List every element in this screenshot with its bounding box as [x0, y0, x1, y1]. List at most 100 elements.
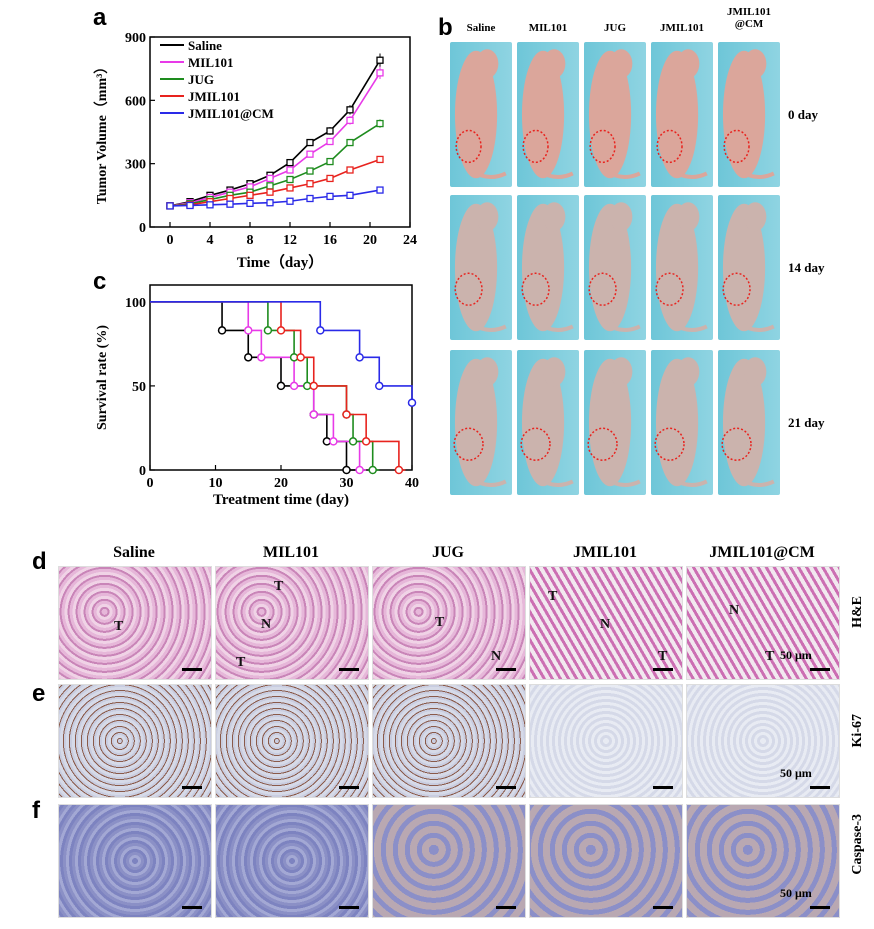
data-point	[306, 150, 314, 158]
data-point	[376, 69, 384, 77]
mouse-photo	[450, 350, 512, 495]
data-point	[376, 155, 384, 164]
scale-bar	[339, 786, 359, 789]
data-point	[286, 197, 294, 205]
data-point	[246, 199, 254, 208]
mouse-body-drawing	[454, 49, 507, 179]
histology-image	[215, 684, 369, 798]
x-tick-label: 24	[403, 233, 417, 248]
scale-bar	[496, 786, 516, 789]
photo-column-label: MIL101	[528, 22, 568, 34]
mouse-body-drawing	[521, 49, 574, 179]
data-point	[246, 191, 254, 199]
histology-image: T N T	[215, 566, 369, 680]
stain-label: Ki-67	[850, 714, 865, 748]
scale-bar	[339, 906, 359, 909]
data-point	[326, 137, 334, 146]
x-tick-label: 16	[323, 233, 337, 248]
mouse-body-drawing	[722, 49, 775, 179]
mouse-body-drawing	[453, 357, 507, 487]
mouse-body-drawing	[722, 202, 775, 332]
photo-column-label: JMIL101 @CM	[727, 6, 771, 30]
mouse-photo	[517, 42, 579, 187]
censor-marker	[296, 353, 305, 362]
data-point	[166, 202, 174, 210]
scale-bar	[810, 906, 830, 909]
data-point	[286, 175, 294, 184]
y-tick-label: 50	[132, 380, 146, 395]
scale-bar-label: 50 μm	[780, 766, 812, 780]
legend-label: JMIL101@CM	[188, 106, 274, 121]
mouse-body-drawing	[655, 49, 708, 179]
histology-column-label: JMIL101@CM	[709, 544, 815, 561]
y-axis-label: Tumor Volume（mm³）	[94, 60, 110, 205]
histology-image	[372, 684, 526, 798]
data-point	[266, 188, 274, 196]
scale-bar	[653, 786, 673, 789]
scale-bar	[810, 668, 830, 671]
scale-bar	[182, 786, 202, 789]
mouse-photo	[718, 195, 780, 340]
stain-label: H&E	[850, 596, 865, 628]
mouse-photo	[584, 42, 646, 187]
histology-image	[58, 804, 212, 918]
mouse-photo	[517, 195, 579, 340]
timepoint-label: 0 day	[788, 106, 818, 122]
scale-bar	[182, 668, 202, 671]
data-point	[376, 119, 384, 128]
legend-label: JUG	[188, 72, 214, 87]
tissue-region-mark: T	[114, 619, 124, 634]
y-tick-label: 900	[125, 31, 146, 46]
photo-column-label: Saline	[466, 22, 496, 34]
data-point	[326, 157, 334, 166]
panel-letter-a: a	[93, 4, 107, 31]
data-point	[326, 192, 334, 201]
tumor-volume-chart: 0 4 8 12 16 20 24 0 300 600 900 Time（day） Tumor Volu…	[94, 31, 417, 270]
data-point	[376, 186, 384, 194]
x-tick-label: 10	[209, 476, 223, 491]
censor-marker	[263, 326, 273, 335]
censor-marker	[276, 326, 286, 335]
censor-marker	[355, 353, 364, 362]
histology-image	[372, 804, 526, 918]
mouse-body-drawing	[654, 357, 708, 487]
data-point	[266, 174, 274, 183]
histology-image	[215, 804, 369, 918]
data-point	[186, 201, 194, 210]
censor-marker	[244, 353, 253, 362]
y-tick-label: 0	[139, 221, 146, 236]
y-tick-label: 600	[125, 94, 146, 109]
histology-column-label: MIL101	[263, 544, 319, 561]
censor-marker	[355, 465, 364, 475]
x-tick-label: 40	[405, 476, 419, 491]
data-point	[306, 167, 314, 175]
x-tick-label: 30	[340, 476, 354, 491]
tissue-region-mark: N	[261, 617, 272, 632]
data-point	[376, 56, 384, 64]
histology-column-label: Saline	[113, 544, 155, 561]
censor-marker	[375, 381, 384, 391]
scale-bar-label: 50 μm	[780, 886, 812, 900]
tissue-region-mark: T	[548, 589, 558, 604]
data-point	[346, 106, 354, 114]
mouse-body-drawing	[454, 202, 507, 332]
censor-marker	[329, 437, 338, 446]
y-tick-label: 100	[125, 296, 146, 311]
panel-letter-f: f	[32, 797, 40, 824]
data-point	[226, 200, 234, 208]
mouse-photo	[651, 42, 713, 187]
censor-marker	[244, 326, 253, 335]
censor-marker	[342, 410, 351, 419]
scale-bar	[653, 906, 673, 909]
histology-column-label: JMIL101	[573, 544, 637, 561]
panel-letter-b: b	[438, 14, 453, 41]
data-point	[266, 182, 274, 190]
y-tick-label: 0	[139, 464, 146, 479]
censor-marker	[348, 437, 358, 446]
scale-bar	[496, 906, 516, 909]
censor-marker	[289, 381, 299, 391]
censor-marker	[394, 465, 404, 475]
mouse-body-drawing	[721, 357, 775, 487]
